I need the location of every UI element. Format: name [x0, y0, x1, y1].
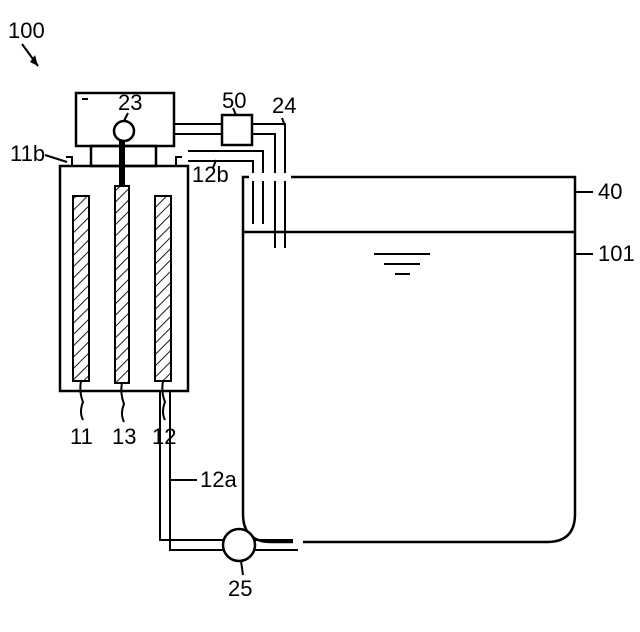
pipe-24-outer — [252, 124, 285, 248]
electrode-13-rod — [119, 141, 125, 186]
label-12: 12 — [152, 424, 176, 449]
leader-11b — [45, 155, 67, 162]
component-23 — [114, 121, 134, 141]
label-13: 13 — [112, 424, 136, 449]
label-100: 100 — [8, 18, 45, 43]
leader-25 — [241, 561, 243, 575]
patent-figure: 100 — [0, 0, 640, 632]
label-40: 40 — [598, 179, 622, 204]
electrode-11 — [73, 196, 89, 381]
leader-12 — [162, 381, 165, 420]
leader-11 — [80, 381, 83, 420]
label-50: 50 — [222, 88, 246, 113]
label-11: 11 — [70, 424, 93, 449]
notch-right — [176, 157, 182, 166]
pump-25 — [223, 529, 255, 561]
tank-opening-mask — [249, 173, 291, 181]
electrode-12 — [155, 196, 171, 381]
label-23: 23 — [118, 90, 142, 115]
label-12b: 12b — [192, 162, 229, 187]
component-50 — [222, 115, 252, 145]
leader-13 — [121, 382, 124, 422]
label-11b: 11b — [10, 141, 45, 166]
electrode-13 — [115, 186, 129, 383]
label-25: 25 — [228, 576, 252, 601]
label-24: 24 — [272, 93, 296, 118]
tank-bottom-opening-mask — [293, 536, 303, 546]
label-12a: 12a — [200, 467, 237, 492]
label-101: 101 — [598, 241, 635, 266]
